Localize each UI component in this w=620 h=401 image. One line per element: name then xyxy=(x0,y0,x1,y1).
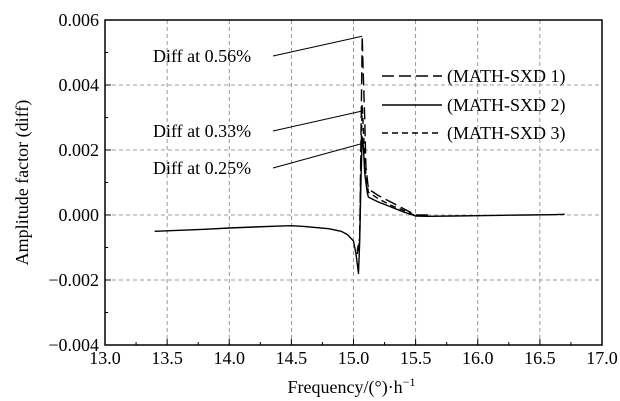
series-group xyxy=(154,35,565,275)
series-line-3 xyxy=(356,103,429,251)
x-tick-label: 14.5 xyxy=(276,348,308,368)
x-tick-label: 15.0 xyxy=(338,348,370,368)
x-axis-title-main: Frequency/(°)·h xyxy=(288,377,403,398)
x-tick-label: 16.5 xyxy=(524,348,556,368)
annotation-leader xyxy=(272,110,363,132)
grid-lines xyxy=(105,20,602,345)
x-axis: 13.0 13.5 14.0 14.5 15.0 15.5 16.0 16.5 17.0 xyxy=(89,339,618,368)
annotation-leader xyxy=(272,35,363,57)
y-tick-label: 0.002 xyxy=(59,140,100,160)
x-tick-label: 13.0 xyxy=(89,348,121,368)
x-tick-label: 16.0 xyxy=(462,348,494,368)
annotation-label: Diff at 0.33% xyxy=(153,121,251,141)
annotations: Diff at 0.56% Diff at 0.33% Diff at 0.25% xyxy=(153,35,363,178)
series-line-2 xyxy=(154,136,565,275)
legend-label-1: (MATH-SXD 1) xyxy=(447,66,566,87)
x-tick-label: 14.0 xyxy=(214,348,246,368)
legend: (MATH-SXD 1) (MATH-SXD 2) (MATH-SXD 3) xyxy=(382,66,566,144)
annotation-label: Diff at 0.56% xyxy=(153,46,251,66)
y-tick-label: −0.004 xyxy=(48,335,99,355)
y-tick-label: 0.004 xyxy=(59,75,100,95)
y-axis-title: Amplitude factor (diff) xyxy=(12,100,33,266)
legend-label-3: (MATH-SXD 3) xyxy=(447,123,566,144)
y-tick-label: 0.006 xyxy=(59,10,100,30)
x-tick-label: 13.5 xyxy=(151,348,183,368)
x-axis-title: Frequency/(°)·h−1 xyxy=(288,375,416,398)
y-tick-label: −0.002 xyxy=(48,270,99,290)
legend-label-2: (MATH-SXD 2) xyxy=(447,95,566,116)
annotation-label: Diff at 0.25% xyxy=(153,158,251,178)
series-line-1 xyxy=(356,35,428,255)
y-axis: −0.004 −0.002 0.000 0.002 0.004 0.006 xyxy=(48,10,111,355)
x-axis-title-superscript: −1 xyxy=(403,375,416,389)
y-tick-label: 0.000 xyxy=(59,205,100,225)
x-tick-label: 17.0 xyxy=(586,348,618,368)
annotation-leader xyxy=(272,143,363,169)
x-tick-label: 15.5 xyxy=(400,348,432,368)
